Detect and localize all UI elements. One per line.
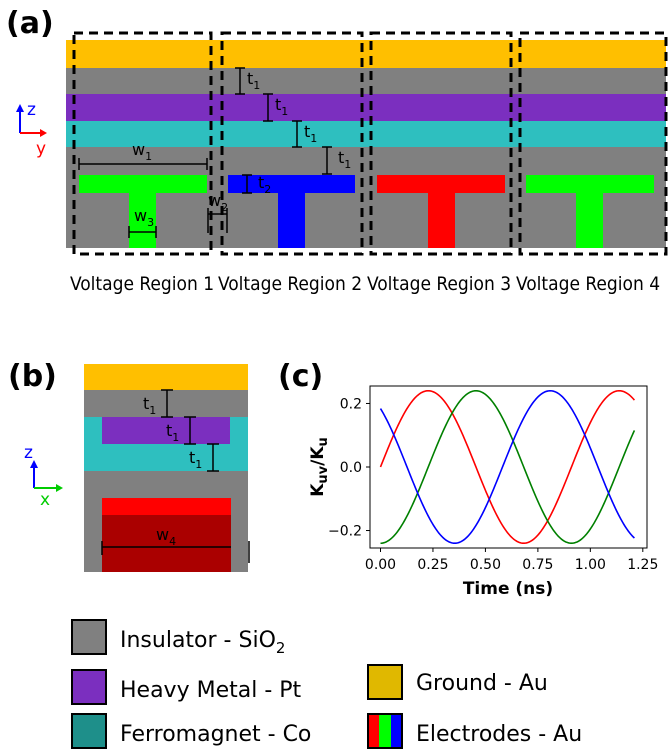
svg-text:t2: t2 <box>258 173 271 196</box>
thickness-labels-a: t1 t1 t1 t1 t2 <box>247 69 351 196</box>
legend-ground: Ground - Au <box>367 664 548 700</box>
x-axis-label: Time (ns) <box>463 579 553 599</box>
svg-text:Ferromagnet - Co: Ferromagnet - Co <box>120 722 311 747</box>
series-line-1 <box>380 389 636 545</box>
y-tick-label: 0.0 <box>340 460 362 476</box>
svg-text:Electrodes - Au: Electrodes - Au <box>416 722 582 747</box>
svg-text:t1: t1 <box>338 148 351 171</box>
panel-c-label: (c) <box>278 359 323 394</box>
width-markers-a <box>78 158 228 238</box>
legend-electrodes: Electrodes - Au <box>367 713 582 749</box>
svg-text:t1: t1 <box>247 69 260 92</box>
voltage-region-boxes <box>72 31 668 256</box>
electrode-b-top <box>102 498 231 515</box>
thickness-markers-a <box>235 67 332 194</box>
legend-heavy-metal: Heavy Metal - Pt <box>71 669 302 705</box>
x-tick-label: 0.50 <box>470 557 501 573</box>
legend-insulator: Insulator - SiO2 <box>71 619 285 657</box>
electrode-region-4 <box>526 175 654 248</box>
width-labels-a: w1 w3 w2 <box>132 140 228 229</box>
y-tick-label: 0.2 <box>340 396 362 412</box>
svg-text:t1: t1 <box>275 95 288 118</box>
electrode-region-2 <box>228 175 355 248</box>
ground-layer <box>66 40 666 68</box>
voltage-region-4-box <box>518 31 668 256</box>
legend: Insulator - SiO2 Heavy Metal - Pt Ferrom… <box>71 619 582 749</box>
ground-swatch <box>367 664 403 700</box>
thickness-labels-b: t1 t1 t1 w4 <box>143 394 202 548</box>
x-tick-label: 1.25 <box>627 557 658 573</box>
svg-text:Ground - Au: Ground - Au <box>416 671 548 696</box>
axes-icon-zy: z y <box>16 100 47 159</box>
axis-z-label-b: z <box>24 443 33 463</box>
svg-text:Insulator - SiO2: Insulator - SiO2 <box>120 628 285 657</box>
voltage-region-4-label: Voltage Region 4 <box>516 273 660 295</box>
axes-icon-zx: z x <box>24 443 63 510</box>
tick-layer: 0.00 0.25 0.50 0.75 1.00 1.25 0.2 0.0 −0.2 <box>328 396 658 573</box>
voltage-region-3-label: Voltage Region 3 <box>367 273 511 295</box>
axis-z-label: z <box>27 100 36 120</box>
ground-layer-b <box>84 364 248 390</box>
svg-text:w4: w4 <box>156 525 176 548</box>
series-line-0 <box>379 389 636 545</box>
heavy-metal-swatch <box>71 669 107 705</box>
svg-text:t1: t1 <box>189 448 202 471</box>
electrode-region-3 <box>377 175 505 248</box>
svg-text:t1: t1 <box>304 122 317 145</box>
svg-text:t1: t1 <box>166 421 179 444</box>
panel-a-label: (a) <box>6 6 54 41</box>
axis-x-label-b: x <box>40 490 50 510</box>
panel-a-stack: t1 t1 t1 t1 t2 w1 w3 w2 Voltage Region 1… <box>66 31 668 295</box>
x-tick-label: 0.75 <box>522 557 553 573</box>
y-tick-label: −0.2 <box>328 524 362 540</box>
electrode-region-1 <box>79 175 207 248</box>
insulator-swatch <box>71 619 107 655</box>
svg-text:Heavy Metal - Pt: Heavy Metal - Pt <box>120 678 302 703</box>
plot-frame <box>369 385 648 549</box>
electrode-swatch-green <box>379 714 391 748</box>
electrode-swatch-red <box>368 714 379 748</box>
svg-text:t1: t1 <box>143 394 156 417</box>
svg-text:w2: w2 <box>208 191 228 214</box>
x-tick-label: 0.25 <box>417 557 448 573</box>
svg-text:w3: w3 <box>134 206 154 229</box>
axis-y-label: y <box>36 139 46 159</box>
y-axis-label: Kuv/Ku <box>308 437 331 497</box>
panel-b-label: (b) <box>8 359 57 394</box>
voltage-region-2-label: Voltage Region 2 <box>218 273 362 295</box>
legend-ferromagnet: Ferromagnet - Co <box>71 713 311 749</box>
heavy-metal-layer <box>66 94 666 121</box>
kuv-time-chart: 0.00 0.25 0.50 0.75 1.00 1.25 0.2 0.0 −0.2 Time … <box>308 385 658 599</box>
series-layer <box>379 389 636 545</box>
svg-text:w1: w1 <box>132 140 152 163</box>
electrode-swatch-blue <box>391 714 402 748</box>
panel-b-stack: t1 t1 t1 w4 <box>84 364 250 572</box>
ferromagnet-layer <box>66 121 666 147</box>
ferromagnet-swatch <box>71 713 107 749</box>
voltage-region-1-label: Voltage Region 1 <box>70 273 214 295</box>
thickness-markers-b <box>101 389 250 563</box>
series-line-2 <box>379 389 635 545</box>
heavy-metal-layer-b <box>102 417 230 444</box>
x-tick-label: 1.00 <box>575 557 606 573</box>
svg-text:Kuv/Ku: Kuv/Ku <box>308 437 331 497</box>
voltage-region-1-box <box>72 31 213 256</box>
x-tick-label: 0.00 <box>365 557 396 573</box>
